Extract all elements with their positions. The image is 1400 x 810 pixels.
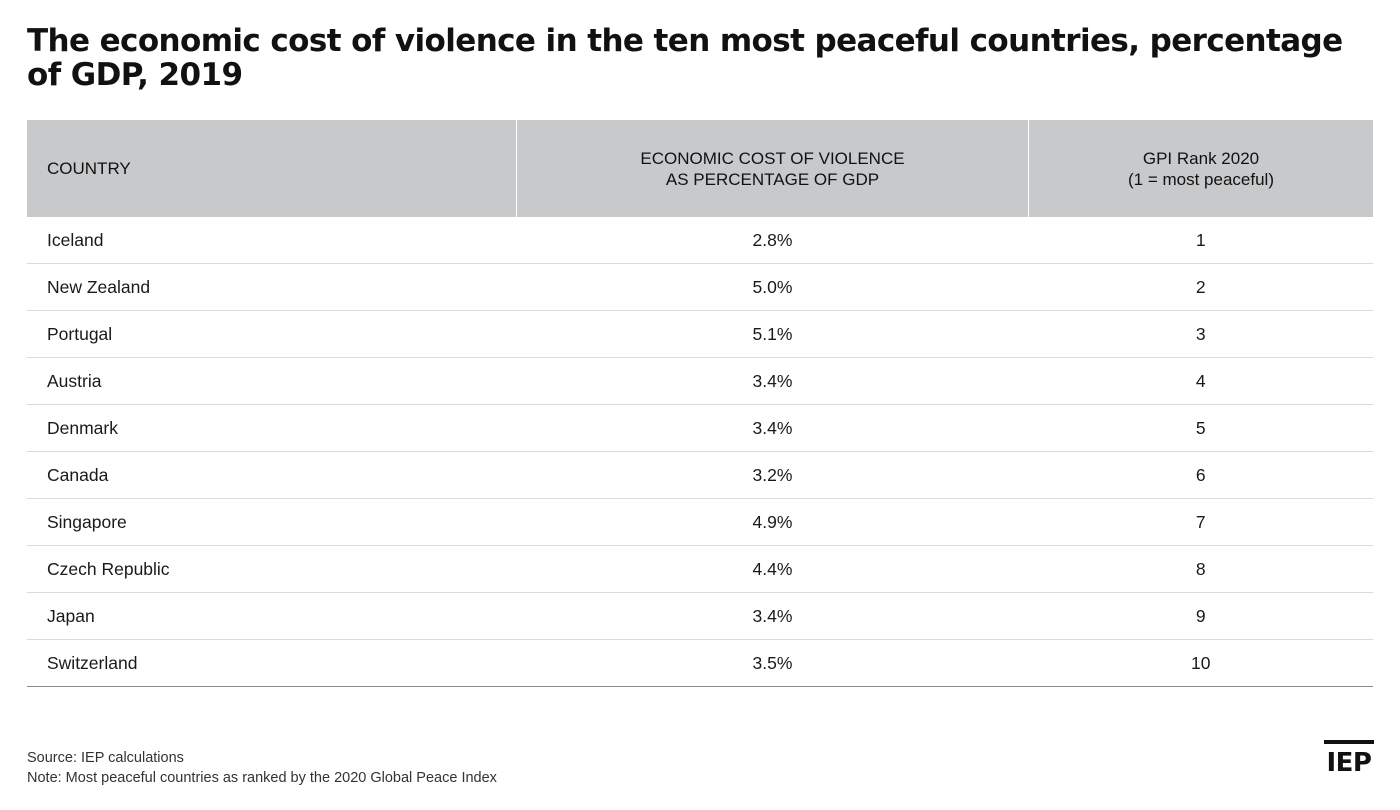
header-economic-cost-line2: AS PERCENTAGE OF GDP (665, 169, 880, 189)
country-cell: Denmark (27, 404, 517, 452)
table-row: Singapore 4.9% 7 (27, 498, 1373, 546)
gpi-rank-cell: 7 (1028, 498, 1373, 546)
economic-cost-cell: 3.5% (516, 639, 1029, 687)
logo-bar (1324, 740, 1374, 744)
footer-notes: Source: IEP calculations Note: Most peac… (27, 748, 497, 788)
table-row: Canada 3.2% 6 (27, 451, 1373, 499)
economic-cost-cell: 3.2% (516, 451, 1029, 499)
table-row: Iceland 2.8% 1 (27, 217, 1373, 264)
economic-cost-cell: 3.4% (516, 357, 1029, 405)
country-cell: Portugal (27, 310, 517, 358)
economic-cost-cell: 2.8% (516, 217, 1029, 264)
table-row: Switzerland 3.5% 10 (27, 639, 1373, 687)
economic-cost-cell: 4.4% (516, 545, 1029, 593)
table-row: New Zealand 5.0% 2 (27, 263, 1373, 311)
country-cell: Singapore (27, 498, 517, 546)
header-country-label: COUNTRY (47, 159, 131, 178)
economic-cost-cell: 4.9% (516, 498, 1029, 546)
header-gpi-rank: GPI Rank 2020 (1 = most peaceful) (1028, 120, 1373, 217)
gpi-rank-cell: 1 (1028, 217, 1373, 264)
country-cell: Austria (27, 357, 517, 405)
table-row: Japan 3.4% 9 (27, 592, 1373, 640)
country-cell: Canada (27, 451, 517, 499)
header-country: COUNTRY (27, 120, 517, 217)
gpi-rank-cell: 3 (1028, 310, 1373, 358)
gpi-rank-cell: 2 (1028, 263, 1373, 311)
economic-cost-cell: 3.4% (516, 404, 1029, 452)
table-row: Czech Republic 4.4% 8 (27, 545, 1373, 593)
country-cell: New Zealand (27, 263, 517, 311)
header-economic-cost: ECONOMIC COST OF VIOLENCE AS PERCENTAGE … (516, 120, 1029, 217)
economic-cost-cell: 5.0% (516, 263, 1029, 311)
gpi-rank-cell: 9 (1028, 592, 1373, 640)
gpi-rank-cell: 6 (1028, 451, 1373, 499)
economic-cost-cell: 3.4% (516, 592, 1029, 640)
table-row: Denmark 3.4% 5 (27, 404, 1373, 452)
country-cell: Iceland (27, 217, 517, 264)
header-economic-cost-line1: ECONOMIC COST OF VIOLENCE (640, 148, 905, 168)
footnote: Note: Most peaceful countries as ranked … (27, 770, 497, 786)
source-note: Source: IEP calculations (27, 750, 184, 766)
table-header-row: COUNTRY ECONOMIC COST OF VIOLENCE AS PER… (27, 120, 1373, 217)
country-cell: Czech Republic (27, 545, 517, 593)
table-row: Austria 3.4% 4 (27, 357, 1373, 405)
gpi-rank-cell: 8 (1028, 545, 1373, 593)
table-row: Portugal 5.1% 3 (27, 310, 1373, 358)
data-table: COUNTRY ECONOMIC COST OF VIOLENCE AS PER… (27, 120, 1373, 687)
gpi-rank-cell: 10 (1028, 639, 1373, 687)
country-cell: Switzerland (27, 639, 517, 687)
chart-title: The economic cost of violence in the ten… (27, 23, 1343, 93)
header-gpi-rank-line1: GPI Rank 2020 (1142, 148, 1260, 168)
iep-logo: IEP (1324, 740, 1374, 782)
gpi-rank-cell: 4 (1028, 357, 1373, 405)
logo-text: IEP (1326, 748, 1373, 778)
gpi-rank-cell: 5 (1028, 404, 1373, 452)
economic-cost-cell: 5.1% (516, 310, 1029, 358)
header-gpi-rank-line2: (1 = most peaceful) (1128, 169, 1274, 189)
country-cell: Japan (27, 592, 517, 640)
